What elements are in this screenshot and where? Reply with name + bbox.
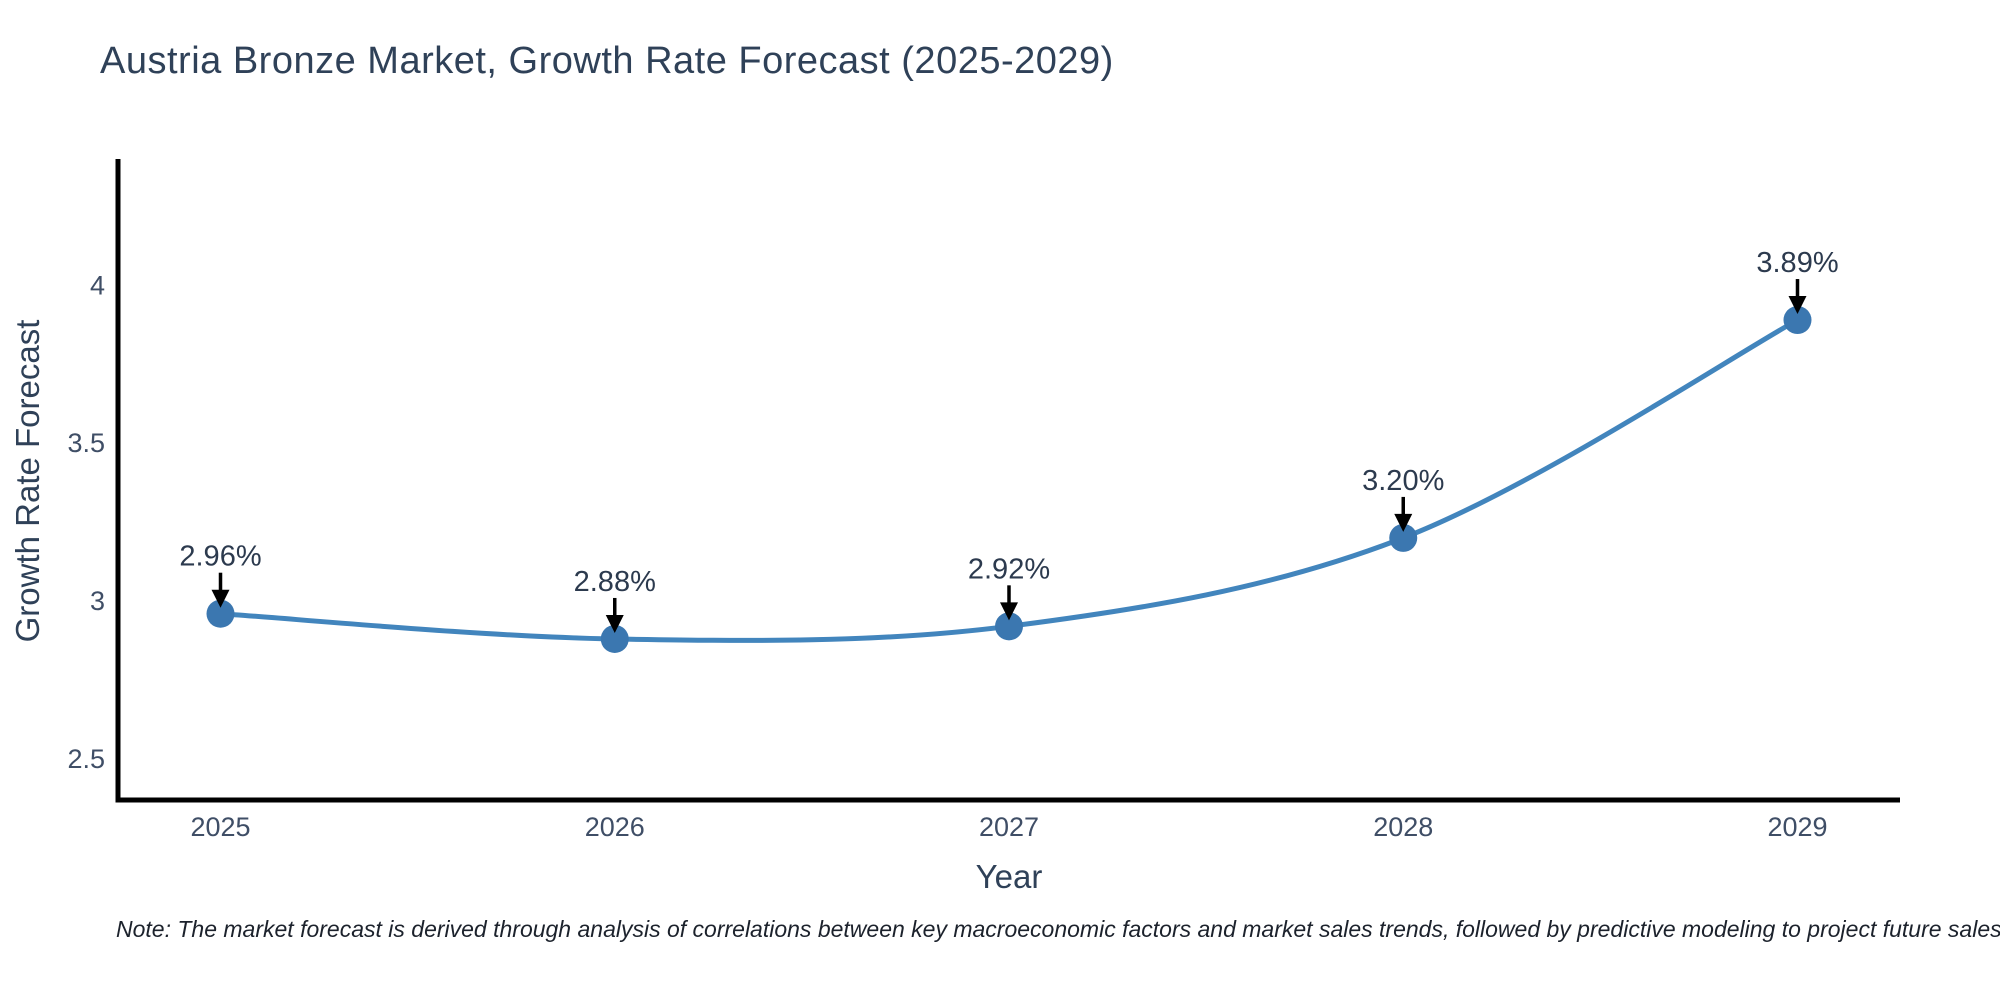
data-point-label: 3.20% xyxy=(1362,465,1444,497)
data-point-marker xyxy=(1783,306,1812,335)
annotation-arrow-head xyxy=(1394,513,1413,532)
x-tick-label: 2027 xyxy=(979,812,1039,842)
data-point-marker xyxy=(1389,523,1418,552)
x-tick-label: 2028 xyxy=(1373,812,1433,842)
footnote: Note: The market forecast is derived thr… xyxy=(116,916,2000,942)
chart-title: Austria Bronze Market, Growth Rate Forec… xyxy=(100,40,1114,82)
y-tick-label: 2.5 xyxy=(67,744,105,774)
x-tick-label: 2029 xyxy=(1767,812,1827,842)
annotation-arrow-head xyxy=(211,589,230,608)
y-tick-label: 4 xyxy=(90,270,105,300)
x-tick-label: 2026 xyxy=(585,812,645,842)
data-point-label: 2.88% xyxy=(574,566,656,598)
x-axis-title: Year xyxy=(975,858,1043,895)
data-point-label: 3.89% xyxy=(1756,247,1838,279)
y-tick-label: 3 xyxy=(90,586,105,616)
y-tick-label: 3.5 xyxy=(67,428,105,458)
annotation-arrow-head xyxy=(605,614,624,633)
annotation-arrow-head xyxy=(1000,602,1018,621)
data-point-marker xyxy=(600,624,629,653)
data-point-label: 2.92% xyxy=(968,553,1050,585)
x-tick-label: 2025 xyxy=(190,812,250,842)
data-point-marker xyxy=(995,612,1023,641)
data-point-label: 2.96% xyxy=(179,541,261,573)
data-point-marker xyxy=(206,599,235,628)
annotation-arrow-head xyxy=(1788,296,1807,315)
